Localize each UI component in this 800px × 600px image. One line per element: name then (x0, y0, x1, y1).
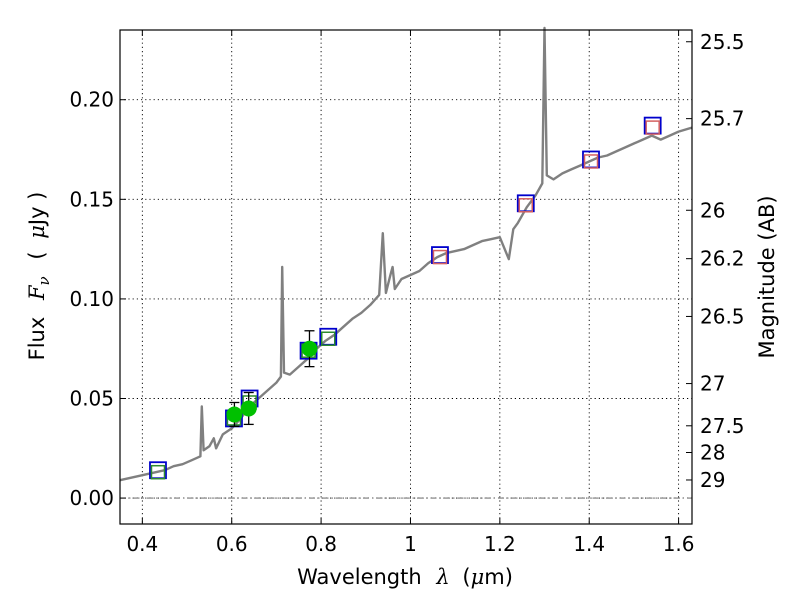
observed-optical-square-marker (320, 331, 336, 346)
observed-optical-square-marker (150, 464, 166, 480)
y-tick-label: 0.20 (69, 88, 114, 112)
y-tick-label: 0.10 (69, 287, 114, 311)
spectrum-series (119, 26, 693, 482)
y2-tick-label: 27 (700, 372, 725, 396)
plot-frame (119, 29, 693, 525)
y2-axis-label: Magnitude (AB) (755, 195, 779, 358)
x-axis-label: Wavelength λ (μm) (297, 565, 513, 589)
data-point (301, 340, 318, 357)
y-tick-label: 0.05 (69, 387, 114, 411)
data-point (226, 406, 243, 423)
x-tick-label: 0.4 (126, 532, 158, 556)
observed-nir-square-marker (583, 154, 599, 169)
observed-nir-square-marker (518, 198, 534, 213)
observed-nir-square-marker (645, 120, 660, 135)
x-tick-label: 0.8 (305, 532, 337, 556)
spectrum-line (119, 26, 693, 482)
y2-tick-label: 28 (700, 440, 725, 464)
x-tick-label: 1 (404, 532, 417, 556)
y2-tick-label: 26.5 (700, 304, 745, 328)
x-tick-label: 0.6 (216, 532, 248, 556)
model-square-marker (643, 116, 662, 135)
photometry-markers (149, 116, 662, 480)
observed-nir-square-marker (432, 249, 448, 265)
axis-ticks: 0.4 0.6 0.8 1 1.2 1.4 1.6 0.00 0.05 0.10 0.15 0.20 2… (69, 30, 744, 556)
y2-tick-label: 25.7 (700, 107, 745, 131)
plot-border (119, 29, 693, 525)
y2-tick-label: 29 (700, 468, 725, 492)
y-tick-label: 0.00 (69, 486, 114, 510)
data-point (240, 400, 257, 417)
x-tick-label: 1.4 (573, 532, 605, 556)
y2-tick-label: 27.5 (700, 414, 745, 438)
y-tick-label: 0.15 (69, 187, 114, 211)
y-axis-label: Flux Fν ( μJy ) (25, 192, 54, 361)
x-tick-label: 1.6 (663, 532, 695, 556)
y2-tick-label: 26 (700, 198, 725, 222)
y2-tick-label: 25.5 (700, 30, 745, 54)
x-tick-label: 1.2 (484, 532, 516, 556)
y2-tick-label: 26.2 (700, 247, 745, 271)
